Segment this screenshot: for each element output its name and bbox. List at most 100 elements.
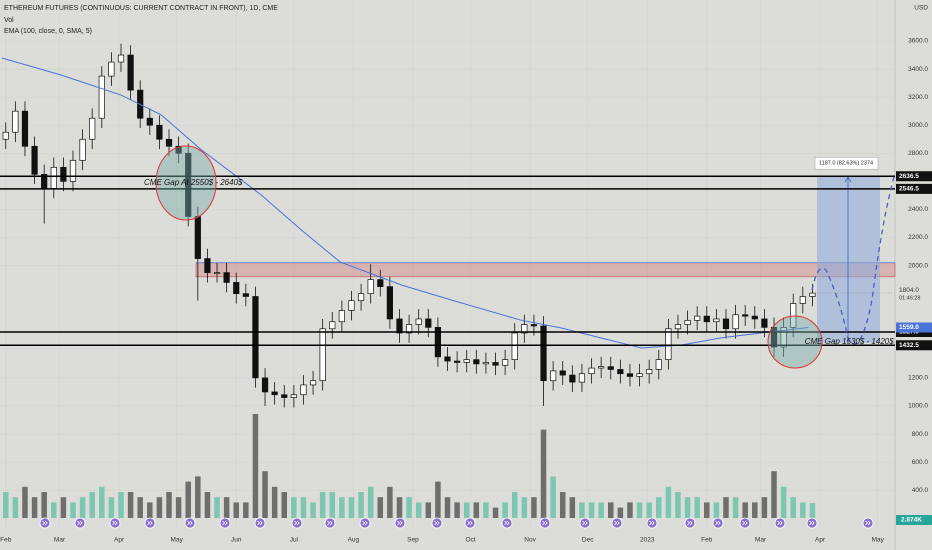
candle-body [319, 328, 326, 382]
event-icon-mark [362, 520, 368, 526]
volume-bar [636, 502, 643, 518]
volume-title: Vol [4, 17, 14, 24]
candle-body [309, 380, 317, 386]
currency: USD [914, 5, 928, 12]
candle-body [751, 315, 758, 320]
candle-body [799, 296, 806, 304]
candle-body [396, 318, 403, 334]
volume-bar [646, 502, 652, 518]
candle-body [50, 166, 57, 189]
measure-label-box [814, 156, 879, 170]
gap-circle [767, 315, 823, 369]
candle-body [578, 373, 586, 383]
level-label: 2546.5 [899, 186, 919, 193]
volume-bar [723, 497, 729, 518]
candle-body [790, 303, 797, 328]
volume-bar [415, 502, 422, 518]
x-tick-label: Apr [114, 537, 125, 544]
y-tick-label: 2000.0 [908, 262, 928, 269]
ema-label: 1559.0 [899, 324, 919, 331]
x-tick-label: May [872, 537, 885, 544]
volume-bar [319, 492, 326, 518]
event-icon-mark [614, 520, 620, 526]
candle-body [146, 117, 153, 126]
volume-bar [79, 497, 86, 518]
volume-bar [41, 492, 47, 518]
candle-body [338, 310, 345, 323]
event-icon-mark [742, 520, 748, 526]
candle-body [60, 166, 67, 182]
volume-bar [51, 502, 57, 518]
candle-body [175, 145, 182, 154]
candle-body [117, 54, 125, 63]
volume-bar [195, 476, 201, 518]
volume-bar [752, 502, 758, 518]
event-icon-mark [42, 520, 48, 526]
candle-body [761, 318, 768, 328]
last-price-label: 1804.0 [899, 287, 919, 294]
volume-bar [473, 502, 480, 518]
candle-body [261, 377, 269, 393]
volume-bar [502, 502, 508, 518]
volume-bar [118, 492, 124, 518]
volume-bar [70, 502, 76, 518]
event-icon-mark [467, 520, 473, 526]
y-tick-label: 600.0 [912, 459, 929, 466]
event-icon-mark [542, 520, 548, 526]
event-icon-mark [187, 520, 193, 526]
candle-body [281, 394, 288, 398]
candle-body [252, 296, 259, 379]
candle-body [194, 216, 201, 259]
volume-bar [3, 492, 9, 518]
candle-body [204, 258, 211, 273]
x-tick-label: Mar [755, 537, 767, 544]
volume-bar [550, 476, 556, 518]
y-tick-label: 2200.0 [908, 234, 928, 241]
x-tick-label: Jun [231, 537, 242, 544]
event-icon-mark [257, 520, 263, 526]
candle-body [357, 293, 365, 302]
candle-body [626, 373, 634, 377]
resistance-zone [195, 262, 896, 278]
x-tick-label: 2023 [640, 537, 655, 544]
candle-body [636, 373, 643, 377]
volume-bar [271, 486, 278, 518]
candle-body [703, 315, 710, 323]
candle-body [511, 332, 518, 360]
candle-body [559, 370, 566, 376]
candle-body [742, 314, 749, 317]
measure-label: 1187.0 (82.63%) 2374 [819, 161, 873, 167]
measure-arrowhead [844, 176, 852, 183]
candle-body [713, 318, 720, 323]
level-tag [896, 183, 932, 194]
annotation: CME Gap 1530$ - 1420$ [805, 337, 894, 346]
volume-bar [185, 481, 191, 518]
volume-tag [896, 515, 932, 525]
candle-body [386, 286, 393, 320]
volume-bar [406, 497, 412, 518]
annotation: CME Gap At 2550$ - 2640$ [144, 178, 243, 187]
volume-bar [223, 497, 230, 518]
candle-body [377, 279, 384, 288]
x-tick-label: May [171, 537, 184, 544]
candle-body [108, 61, 115, 77]
y-tick-label: 3400.0 [908, 66, 928, 73]
candle-body [473, 359, 480, 365]
candle-body [21, 110, 29, 147]
candle-body [655, 359, 662, 370]
candle-body [444, 356, 451, 362]
volume-bar [531, 497, 537, 518]
volume-bar [31, 497, 38, 518]
candle-body [684, 319, 691, 325]
x-tick-label: Apr [815, 537, 826, 544]
candle-body [694, 315, 701, 321]
volume-bar [444, 497, 451, 518]
candle-body [530, 324, 538, 327]
volume-bar [300, 497, 307, 518]
volume-bar [12, 497, 19, 518]
volume-bar [579, 502, 585, 518]
event-icon-mark [222, 520, 228, 526]
volume-bar [588, 502, 595, 518]
candle-body [98, 75, 105, 119]
y-tick-label: 400.0 [912, 487, 929, 494]
